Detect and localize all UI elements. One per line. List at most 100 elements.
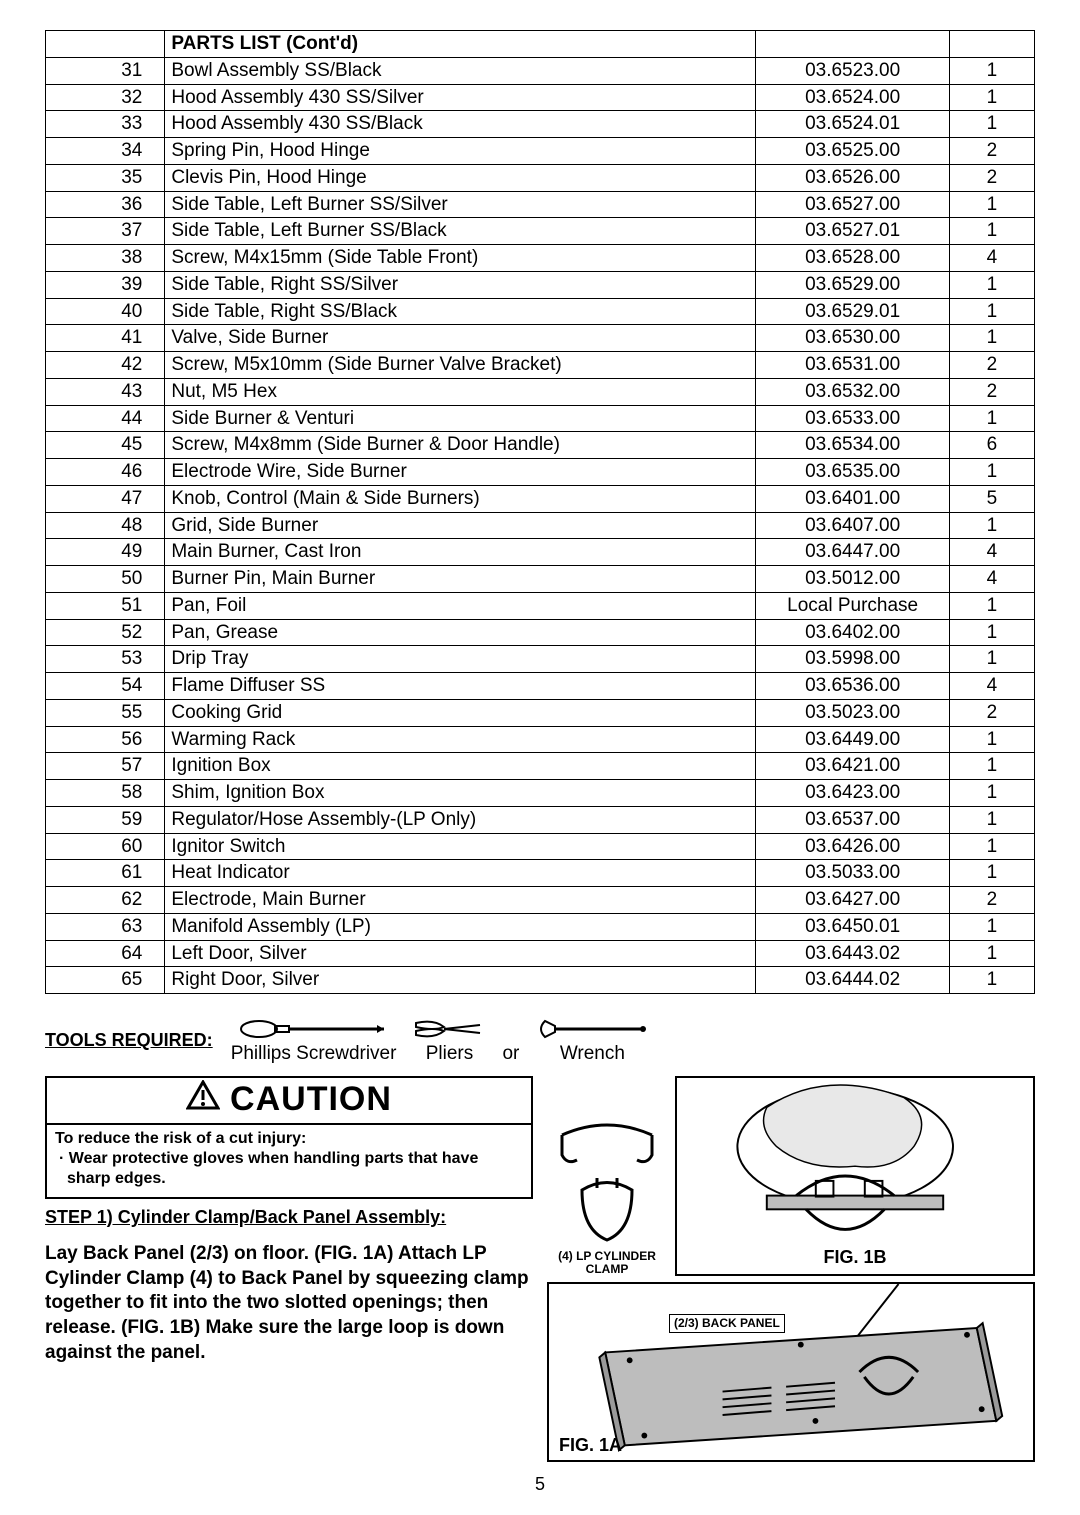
table-cell: 03.6524.00 [756, 84, 949, 111]
table-cell: 45 [46, 432, 165, 459]
table-cell: Main Burner, Cast Iron [165, 539, 756, 566]
tool-pliers: Pliers [414, 1015, 484, 1065]
table-cell: 42 [46, 352, 165, 379]
table-cell: Pan, Foil [165, 592, 756, 619]
table-cell: 1 [949, 405, 1034, 432]
table-cell: 03.6523.00 [756, 57, 949, 84]
table-row: 61Heat Indicator03.5033.001 [46, 860, 1035, 887]
table-cell: Side Table, Right SS/Silver [165, 271, 756, 298]
table-cell: 2 [949, 164, 1034, 191]
table-cell: 03.6528.00 [756, 245, 949, 272]
table-row: 62Electrode, Main Burner03.6427.002 [46, 887, 1035, 914]
table-row: 37Side Table, Left Burner SS/Black03.652… [46, 218, 1035, 245]
caution-title-text: CAUTION [230, 1080, 392, 1119]
table-cell: 03.5033.00 [756, 860, 949, 887]
fig-1b-label: FIG. 1B [823, 1247, 886, 1268]
table-cell: Regulator/Hose Assembly-(LP Only) [165, 806, 756, 833]
table-cell: 2 [949, 887, 1034, 914]
table-row: 45Screw, M4x8mm (Side Burner & Door Hand… [46, 432, 1035, 459]
col-header-pn [756, 31, 949, 58]
table-cell: 49 [46, 539, 165, 566]
table-row: 42Screw, M5x10mm (Side Burner Valve Brac… [46, 352, 1035, 379]
table-cell: Screw, M5x10mm (Side Burner Valve Bracke… [165, 352, 756, 379]
table-cell: 03.6402.00 [756, 619, 949, 646]
table-cell: Knob, Control (Main & Side Burners) [165, 485, 756, 512]
table-cell: 03.6535.00 [756, 459, 949, 486]
table-row: 55Cooking Grid03.5023.002 [46, 699, 1035, 726]
caution-title: CAUTION [47, 1078, 531, 1125]
tool-or-label: or [502, 1043, 519, 1065]
table-cell: Pan, Grease [165, 619, 756, 646]
table-cell: 63 [46, 913, 165, 940]
tool-phillips: Phillips Screwdriver [231, 1015, 397, 1065]
caution-line2: · Wear protective gloves when handling p… [55, 1149, 523, 1189]
table-row: 40Side Table, Right SS/Black03.6529.011 [46, 298, 1035, 325]
table-cell: 03.6536.00 [756, 673, 949, 700]
table-cell: 03.6531.00 [756, 352, 949, 379]
col-header-qty [949, 31, 1034, 58]
table-cell: 39 [46, 271, 165, 298]
table-cell: 03.6407.00 [756, 512, 949, 539]
table-cell: 1 [949, 57, 1034, 84]
table-cell: 60 [46, 833, 165, 860]
table-cell: 61 [46, 860, 165, 887]
table-cell: 03.6530.00 [756, 325, 949, 352]
table-cell: Ignition Box [165, 753, 756, 780]
tool-wrench-label: Wrench [560, 1043, 625, 1065]
table-cell: Bowl Assembly SS/Black [165, 57, 756, 84]
table-cell: 03.6449.00 [756, 726, 949, 753]
table-row: 32Hood Assembly 430 SS/Silver03.6524.001 [46, 84, 1035, 111]
parts-list-table: PARTS LIST (Cont'd) 31Bowl Assembly SS/B… [45, 30, 1035, 994]
table-cell: Electrode Wire, Side Burner [165, 459, 756, 486]
tools-required-row: TOOLS REQUIRED: Phillips Screwdriver Pli… [45, 1012, 1035, 1068]
tool-phillips-label: Phillips Screwdriver [231, 1043, 397, 1065]
table-cell: 03.6401.00 [756, 485, 949, 512]
table-row: 48Grid, Side Burner03.6407.001 [46, 512, 1035, 539]
table-cell: 53 [46, 646, 165, 673]
table-cell: 4 [949, 539, 1034, 566]
table-row: 54Flame Diffuser SS03.6536.004 [46, 673, 1035, 700]
table-cell: 1 [949, 459, 1034, 486]
table-cell: 41 [46, 325, 165, 352]
table-row: 39Side Table, Right SS/Silver03.6529.001 [46, 271, 1035, 298]
table-cell: 50 [46, 566, 165, 593]
table-cell: Heat Indicator [165, 860, 756, 887]
table-cell: Spring Pin, Hood Hinge [165, 138, 756, 165]
table-cell: Burner Pin, Main Burner [165, 566, 756, 593]
table-row: 60Ignitor Switch03.6426.001 [46, 833, 1035, 860]
table-cell: 65 [46, 967, 165, 994]
table-row: 51Pan, FoilLocal Purchase1 [46, 592, 1035, 619]
table-cell: 40 [46, 298, 165, 325]
col-header-no [46, 31, 165, 58]
table-cell: 03.6532.00 [756, 378, 949, 405]
table-cell: Screw, M4x15mm (Side Table Front) [165, 245, 756, 272]
table-cell: 1 [949, 780, 1034, 807]
table-row: 52Pan, Grease03.6402.001 [46, 619, 1035, 646]
table-cell: 1 [949, 111, 1034, 138]
table-row: 53Drip Tray03.5998.001 [46, 646, 1035, 673]
table-cell: 4 [949, 566, 1034, 593]
table-cell: 52 [46, 619, 165, 646]
table-cell: 1 [949, 646, 1034, 673]
table-cell: 34 [46, 138, 165, 165]
caution-box: CAUTION To reduce the risk of a cut inju… [45, 1076, 533, 1199]
table-cell: 1 [949, 913, 1034, 940]
table-cell: 03.6526.00 [756, 164, 949, 191]
table-row: 44Side Burner & Venturi03.6533.001 [46, 405, 1035, 432]
table-cell: 03.6525.00 [756, 138, 949, 165]
table-cell: 43 [46, 378, 165, 405]
warning-triangle-icon [186, 1080, 220, 1119]
table-cell: Cooking Grid [165, 699, 756, 726]
table-row: 59Regulator/Hose Assembly-(LP Only)03.65… [46, 806, 1035, 833]
table-cell: 48 [46, 512, 165, 539]
table-cell: 03.6537.00 [756, 806, 949, 833]
back-panel-callout: (2/3) BACK PANEL [669, 1314, 785, 1333]
table-cell: 1 [949, 619, 1034, 646]
page-number: 5 [45, 1474, 1035, 1495]
tool-or: or [502, 1015, 519, 1065]
table-cell: 1 [949, 271, 1034, 298]
table-cell: 03.5012.00 [756, 566, 949, 593]
table-row: 43Nut, M5 Hex03.6532.002 [46, 378, 1035, 405]
table-cell: 38 [46, 245, 165, 272]
tools-label: TOOLS REQUIRED: [45, 1030, 213, 1051]
